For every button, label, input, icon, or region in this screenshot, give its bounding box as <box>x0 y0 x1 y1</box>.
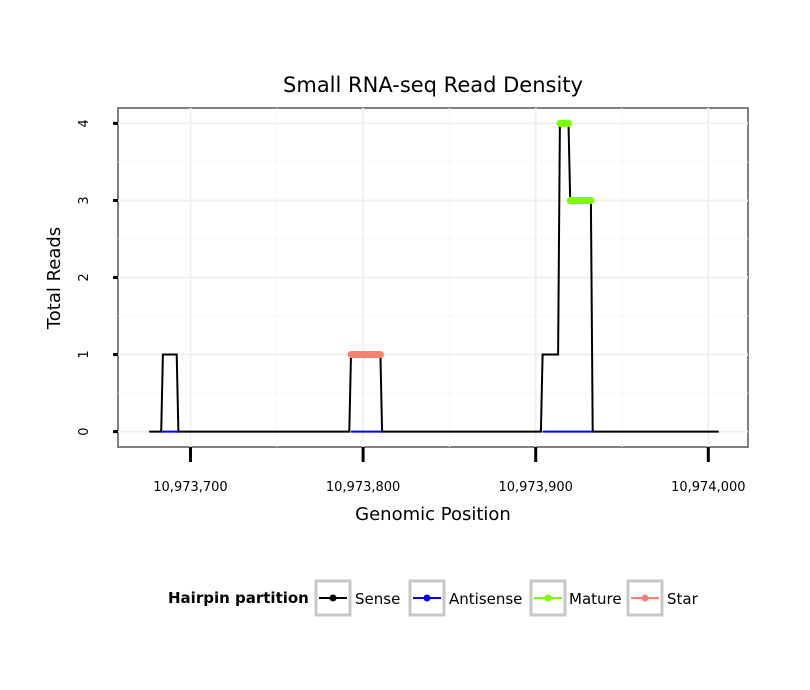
x-tick-label: 10,973,700 <box>153 480 227 495</box>
x-tick-label: 10,973,900 <box>498 480 572 495</box>
legend-label: Antisense <box>449 590 522 608</box>
legend-key-point <box>329 594 337 602</box>
y-tick-label: 0 <box>77 427 92 435</box>
x-tick-label: 10,974,000 <box>671 480 745 495</box>
mature-series <box>556 119 595 204</box>
x-tick-label: 10,973,800 <box>326 480 400 495</box>
grid-major <box>118 108 748 447</box>
x-axis-title: Genomic Position <box>355 504 511 525</box>
y-tick-label: 3 <box>77 196 92 204</box>
y-tick-label: 2 <box>77 273 92 281</box>
legend-key-point <box>423 594 431 602</box>
legend: Hairpin partition Sense Antisense Mature St… <box>168 579 699 617</box>
y-tick-label: 1 <box>77 350 92 358</box>
legend-title: Hairpin partition <box>168 589 309 607</box>
legend-label: Star <box>667 590 699 608</box>
chart-title: Small RNA-seq Read Density <box>283 73 583 97</box>
y-axis: 0 1 2 3 4 <box>77 119 118 436</box>
legend-key-point <box>641 594 649 602</box>
legend-key-point <box>544 594 552 602</box>
legend-label: Mature <box>569 590 622 608</box>
legend-label: Sense <box>355 590 400 608</box>
x-axis: 10,973,700 10,973,800 10,973,900 10,974,000 <box>153 447 746 495</box>
y-axis-title: Total Reads <box>44 227 65 330</box>
y-tick-label: 4 <box>77 119 92 127</box>
